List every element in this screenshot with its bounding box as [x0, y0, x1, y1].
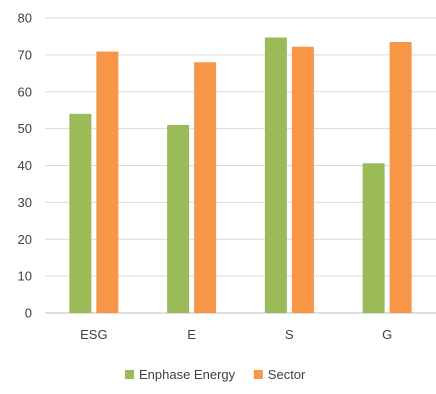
x-axis-tick-labels: ESG E S G: [80, 327, 392, 342]
legend-label: Sector: [268, 367, 306, 382]
bar-enphase-energy: [167, 124, 190, 313]
bar-sector: [194, 62, 217, 313]
y-tick-label: 80: [18, 11, 32, 26]
y-tick-label: 40: [18, 158, 32, 173]
bar-sector: [96, 51, 119, 314]
x-tick-label: ESG: [80, 327, 107, 342]
legend-label: Enphase Energy: [139, 367, 236, 382]
y-axis-tick-labels: 0 10 20 30 40 50 60 70 80: [18, 11, 32, 321]
x-tick-label: G: [382, 327, 392, 342]
bars: [69, 37, 412, 314]
legend: Enphase Energy Sector: [125, 367, 306, 382]
x-tick-label: E: [187, 327, 196, 342]
y-tick-label: 50: [18, 121, 32, 136]
legend-swatch: [253, 370, 263, 379]
x-tick-label: S: [285, 327, 294, 342]
y-tick-label: 20: [18, 232, 32, 247]
y-tick-label: 60: [18, 84, 32, 99]
legend-swatch: [125, 370, 134, 379]
bar-enphase-energy: [362, 163, 385, 313]
bar-enphase-energy: [69, 113, 92, 313]
y-tick-label: 0: [25, 306, 32, 321]
bar-sector: [389, 41, 412, 313]
bar-sector: [291, 46, 314, 313]
y-tick-label: 30: [18, 195, 32, 210]
y-tick-label: 10: [18, 269, 32, 284]
bar-enphase-energy: [264, 37, 287, 313]
y-tick-label: 70: [18, 47, 32, 62]
